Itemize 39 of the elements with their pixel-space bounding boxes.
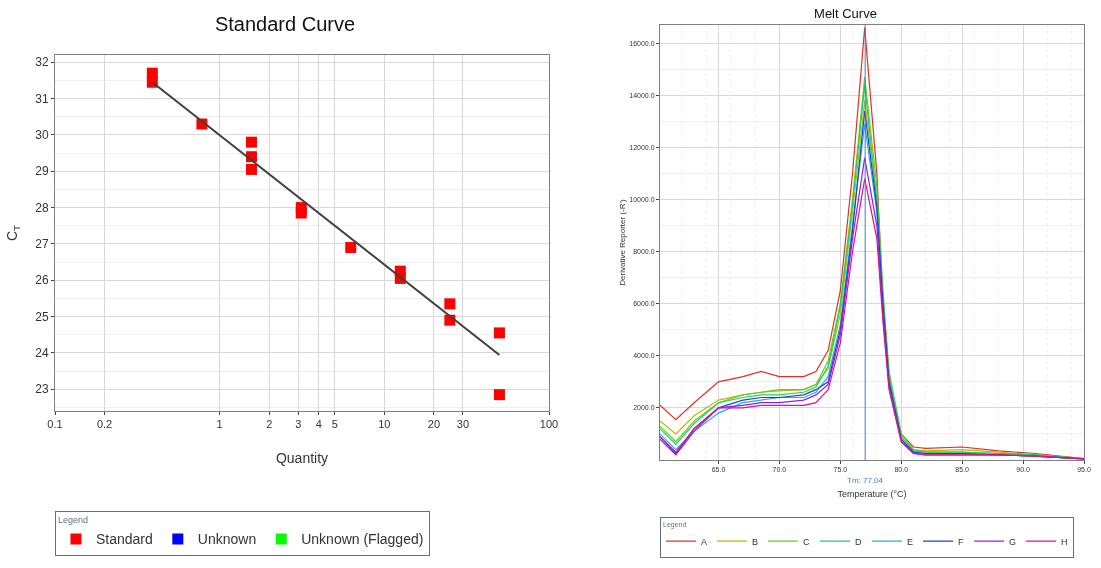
x-tick-label: 10 [378, 418, 391, 431]
y-tick-label: 26 [35, 273, 49, 288]
x-tick-label: 5 [331, 418, 338, 431]
legend-label: A [701, 536, 708, 547]
legend-label: Unknown (Flagged) [301, 531, 424, 548]
y-tick-label: 23 [35, 382, 49, 397]
y-tick-label: 29 [35, 164, 49, 179]
y-tick-label: 32 [35, 55, 49, 70]
legend-label: E [907, 536, 914, 547]
legend-label: H [1061, 536, 1068, 547]
x-tick-label: 0.2 [96, 418, 113, 431]
x-tick-label: 0.1 [47, 418, 63, 431]
x-tick-label: 1 [216, 418, 223, 431]
x-axis-title: Temperature (°C) [837, 489, 907, 499]
y-tick-label: 25 [35, 309, 49, 324]
x-tick-label: 20 [427, 418, 441, 431]
x-tick-label: 100 [539, 418, 559, 431]
legend-label: B [752, 536, 759, 547]
legend-label: G [1009, 536, 1017, 547]
x-tick-label: 3 [295, 418, 302, 431]
y-tick-label: 28 [35, 200, 49, 215]
x-axis-title: Quantity [275, 450, 329, 466]
x-tick-label: 2 [266, 418, 273, 431]
legend-label: Unknown [197, 531, 257, 548]
x-tick-label: 30 [456, 418, 470, 431]
legend-title: Legend [58, 515, 89, 526]
ref-line-label: Tm: 77.04 [847, 476, 884, 485]
y-tick-label: 27 [35, 237, 49, 252]
legend-label: C [803, 536, 811, 547]
legend-label: Standard [96, 531, 153, 548]
x-tick-label: 4 [315, 418, 322, 431]
y-axis-title: Derivative Reporter (-R') [618, 198, 628, 286]
y-tick-label: 30 [35, 128, 49, 143]
chart-title: Melt Curve [814, 5, 877, 21]
y-tick-label: 24 [35, 346, 49, 361]
chart-title: Standard Curve [214, 13, 356, 36]
legend-label: F [958, 536, 965, 547]
legend-label: D [855, 536, 863, 547]
y-tick-label: 31 [35, 91, 49, 106]
